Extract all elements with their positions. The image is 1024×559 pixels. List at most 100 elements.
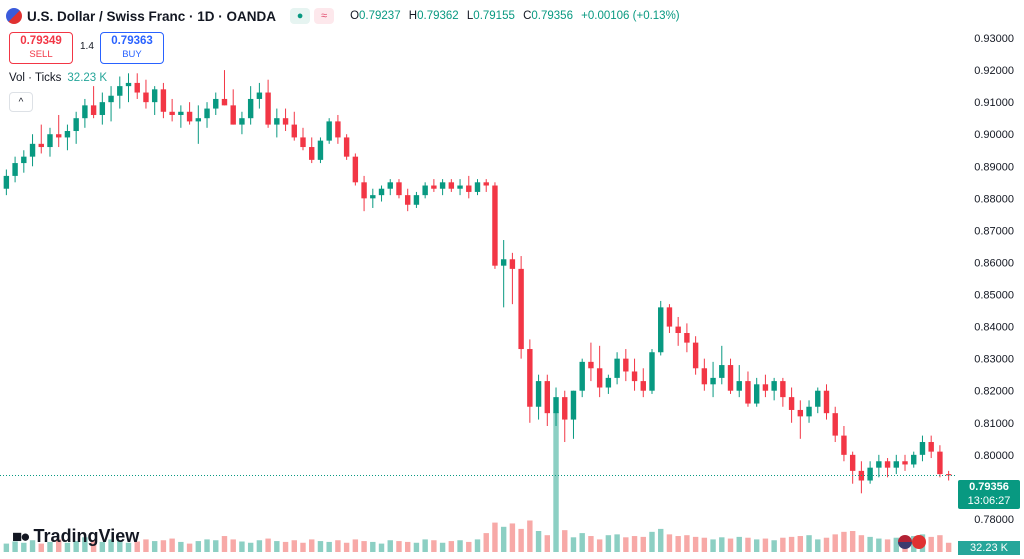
volume-bar bbox=[876, 538, 882, 552]
volume-bar bbox=[588, 536, 594, 552]
volume-bar bbox=[719, 537, 725, 552]
candle-body bbox=[596, 368, 603, 388]
candle-body bbox=[658, 307, 664, 353]
candle-body bbox=[29, 143, 36, 157]
volume-bars bbox=[3, 412, 952, 552]
volume-bar bbox=[823, 537, 830, 552]
volume-bar bbox=[692, 536, 699, 552]
candle-body bbox=[797, 409, 804, 417]
last-price-tag: 0.79356 13:06:27 bbox=[958, 480, 1020, 509]
volume-bar bbox=[73, 541, 79, 552]
volume-bar bbox=[666, 534, 673, 552]
candle-body bbox=[387, 182, 393, 189]
candle-body bbox=[823, 390, 830, 414]
volume-bar bbox=[937, 535, 943, 552]
volume-bar bbox=[108, 539, 114, 552]
candle-body bbox=[117, 86, 123, 96]
candle-body bbox=[143, 92, 149, 103]
candle-body bbox=[343, 137, 350, 157]
volume-bar bbox=[701, 537, 708, 552]
candle-body bbox=[928, 442, 934, 452]
candle-body bbox=[38, 143, 44, 148]
candle-body bbox=[841, 435, 847, 455]
price-axis[interactable]: 0.93000 0.92000 0.91000 0.90000 0.89000 0.880… bbox=[974, 33, 1014, 526]
collapse-legend-button[interactable]: ^ bbox=[9, 92, 33, 112]
volume-bar bbox=[849, 531, 856, 552]
candle-body bbox=[457, 185, 463, 189]
candle-body bbox=[919, 442, 926, 455]
candle-body bbox=[404, 195, 411, 205]
candle-body bbox=[788, 397, 795, 410]
volume-bar bbox=[649, 531, 655, 552]
wave-icon[interactable]: ≈ bbox=[314, 8, 335, 24]
candle-body bbox=[47, 134, 53, 148]
candle-body bbox=[902, 461, 908, 465]
volume-bar bbox=[806, 535, 812, 552]
candle-body bbox=[745, 381, 751, 404]
candle-body bbox=[169, 111, 175, 115]
volume-bar bbox=[21, 542, 27, 552]
y-tick-label: 0.93000 bbox=[974, 33, 1014, 45]
candle-body bbox=[684, 333, 690, 343]
buy-button[interactable]: 0.79363 BUY bbox=[100, 32, 164, 64]
volume-bar bbox=[239, 541, 245, 552]
volume-bar bbox=[125, 542, 132, 552]
volume-bar bbox=[492, 522, 498, 552]
volume-bar bbox=[570, 537, 577, 552]
y-tick-label: 0.92000 bbox=[974, 65, 1014, 77]
volume-legend[interactable]: Vol · Ticks 32.23 K bbox=[9, 72, 107, 84]
volume-bar bbox=[396, 541, 402, 552]
y-tick-label: 0.90000 bbox=[974, 129, 1014, 141]
y-tick-label: 0.83000 bbox=[974, 354, 1014, 366]
candle-body bbox=[692, 342, 699, 369]
volume-bar bbox=[762, 538, 769, 552]
volume-bar bbox=[143, 539, 149, 552]
symbol-header: U.S. Dollar / Swiss Franc · 1D · OANDA ●… bbox=[6, 6, 685, 26]
candle-body bbox=[937, 451, 943, 475]
tradingview-mark-icon: ■● bbox=[12, 526, 30, 546]
sell-label: SELL bbox=[29, 49, 53, 60]
y-tick-label: 0.87000 bbox=[974, 225, 1014, 237]
candle-body bbox=[12, 163, 18, 176]
candle-body bbox=[780, 381, 786, 398]
candle-body bbox=[666, 307, 673, 327]
volume-bar bbox=[151, 541, 158, 552]
volume-bar bbox=[117, 540, 123, 552]
volume-bar bbox=[509, 523, 516, 552]
symbol-title[interactable]: U.S. Dollar / Swiss Franc · 1D · OANDA bbox=[27, 8, 277, 24]
volume-bar bbox=[623, 537, 629, 552]
y-tick-label: 0.89000 bbox=[974, 161, 1014, 173]
market-status-icon[interactable]: ● bbox=[290, 8, 311, 24]
volume-bar bbox=[413, 542, 420, 552]
candle-body bbox=[274, 118, 280, 125]
volume-bar bbox=[213, 540, 219, 552]
volume-bar bbox=[745, 537, 751, 552]
tradingview-logo[interactable]: ■● TradingView bbox=[12, 526, 139, 547]
candle-body bbox=[466, 185, 472, 192]
candle-body bbox=[335, 121, 341, 138]
candle-body bbox=[562, 397, 568, 420]
volume-bar bbox=[352, 539, 359, 552]
candle-body bbox=[570, 390, 577, 420]
candle-body bbox=[378, 188, 385, 196]
volume-bar bbox=[457, 540, 463, 552]
candle-body bbox=[221, 98, 228, 106]
candle-body bbox=[256, 92, 263, 99]
sell-button[interactable]: 0.79349 SELL bbox=[9, 32, 73, 64]
candle-body bbox=[649, 352, 655, 391]
volume-bar bbox=[858, 535, 865, 552]
volume-bar bbox=[736, 536, 742, 552]
candle-body bbox=[291, 124, 297, 138]
volume-bar bbox=[404, 541, 411, 552]
sell-price: 0.79349 bbox=[20, 35, 62, 47]
candle-body bbox=[518, 268, 524, 350]
volume-bar bbox=[518, 528, 524, 552]
volume-bar bbox=[221, 536, 228, 552]
volume-bar bbox=[204, 539, 210, 552]
volume-bar bbox=[596, 539, 603, 552]
candle-body bbox=[893, 461, 899, 468]
volume-bar bbox=[256, 540, 263, 552]
open-label: O bbox=[350, 10, 360, 22]
candle-body bbox=[509, 259, 516, 269]
